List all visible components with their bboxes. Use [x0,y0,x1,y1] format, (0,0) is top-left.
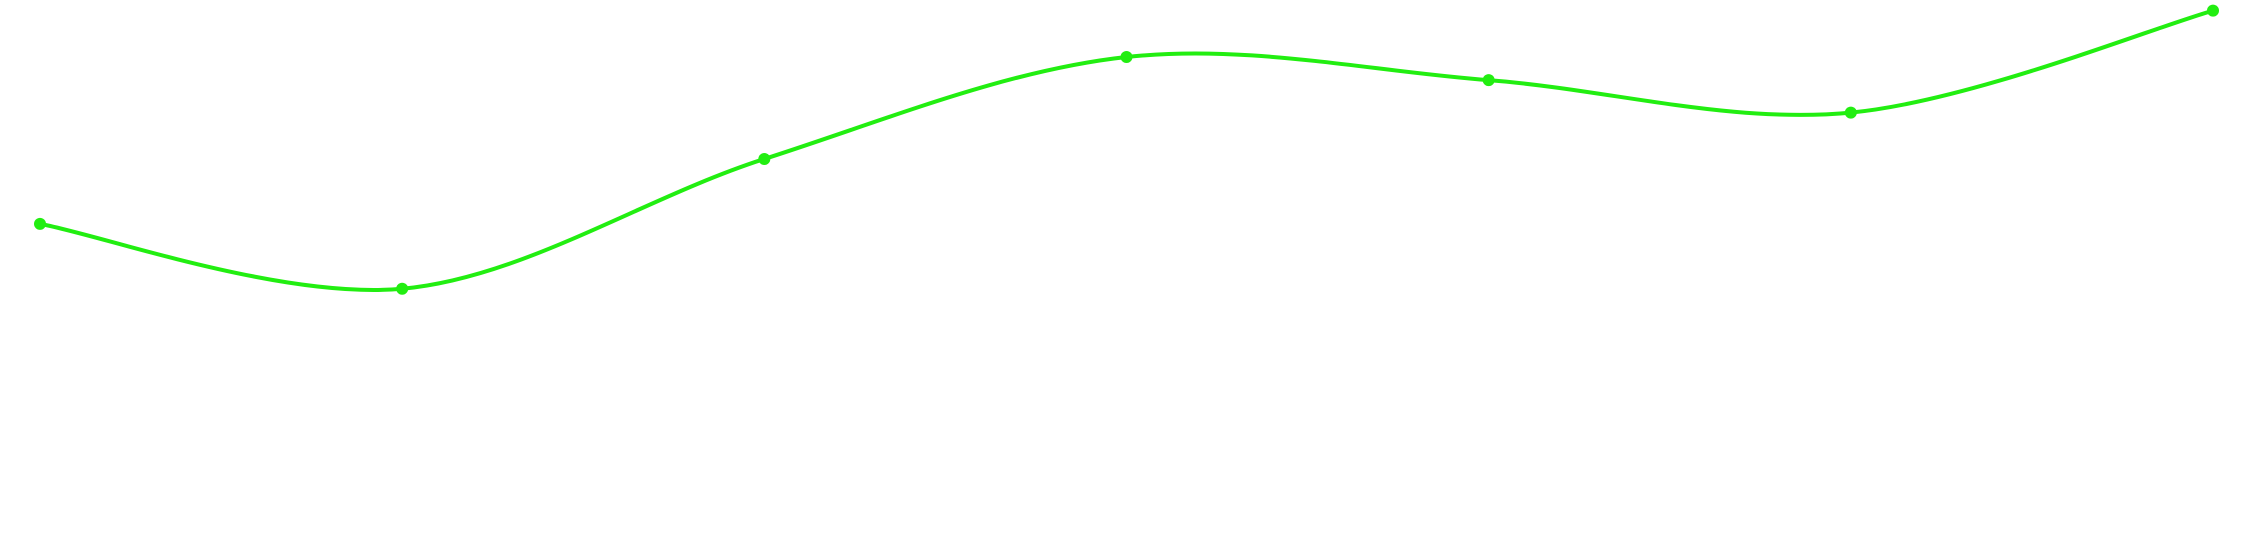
data-point-5 [1482,74,1495,87]
data-point-1 [34,217,46,230]
data-point-7 [2207,4,2219,17]
data-point-4 [1120,50,1133,63]
marker-layer [34,4,2219,295]
data-point-2 [396,282,409,295]
data-point-6 [1844,106,1857,119]
data-point-3 [758,152,771,165]
